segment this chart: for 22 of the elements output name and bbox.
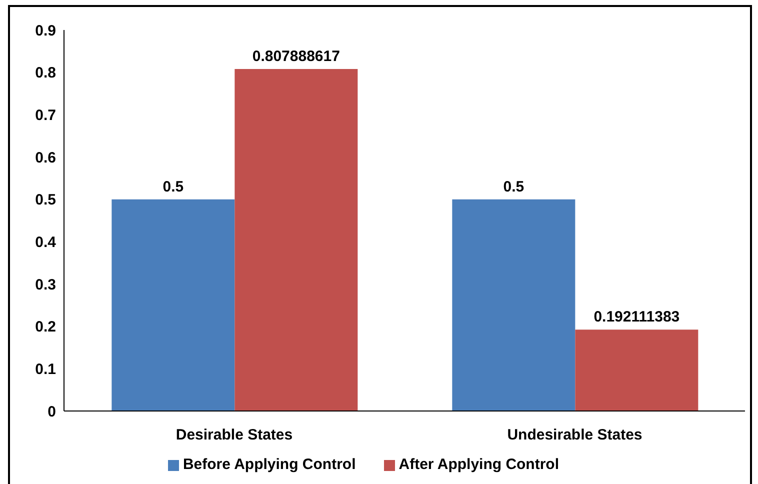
bar: [575, 330, 698, 411]
y-tick-label: 0.4: [35, 234, 57, 251]
data-label: 0.5: [162, 178, 184, 196]
y-tick-label: 0.9: [35, 22, 56, 40]
y-tick-label: 0.6: [35, 149, 56, 166]
y-tick-label: 0: [48, 403, 56, 420]
y-tick-label: 0.8: [35, 64, 56, 82]
data-label: 0.192111383: [594, 308, 680, 326]
y-tick-label: 0.3: [35, 276, 56, 294]
legend-label: After Applying Control: [398, 456, 560, 473]
bar: [112, 199, 235, 411]
data-label: 0.5: [503, 178, 524, 196]
y-tick-label: 0.1: [35, 360, 56, 378]
legend-label: Before Applying Control: [182, 456, 356, 473]
bar: [452, 199, 576, 411]
y-tick-label: 0.7: [35, 106, 56, 124]
bar: [234, 68, 358, 411]
y-tick-label: 0.5: [35, 192, 56, 209]
x-tick-label: Undesirable States: [507, 426, 642, 444]
data-label: 0.807888617: [252, 48, 340, 65]
y-tick-label: 0.2: [35, 318, 56, 336]
x-tick-label: Desirable States: [176, 426, 293, 444]
